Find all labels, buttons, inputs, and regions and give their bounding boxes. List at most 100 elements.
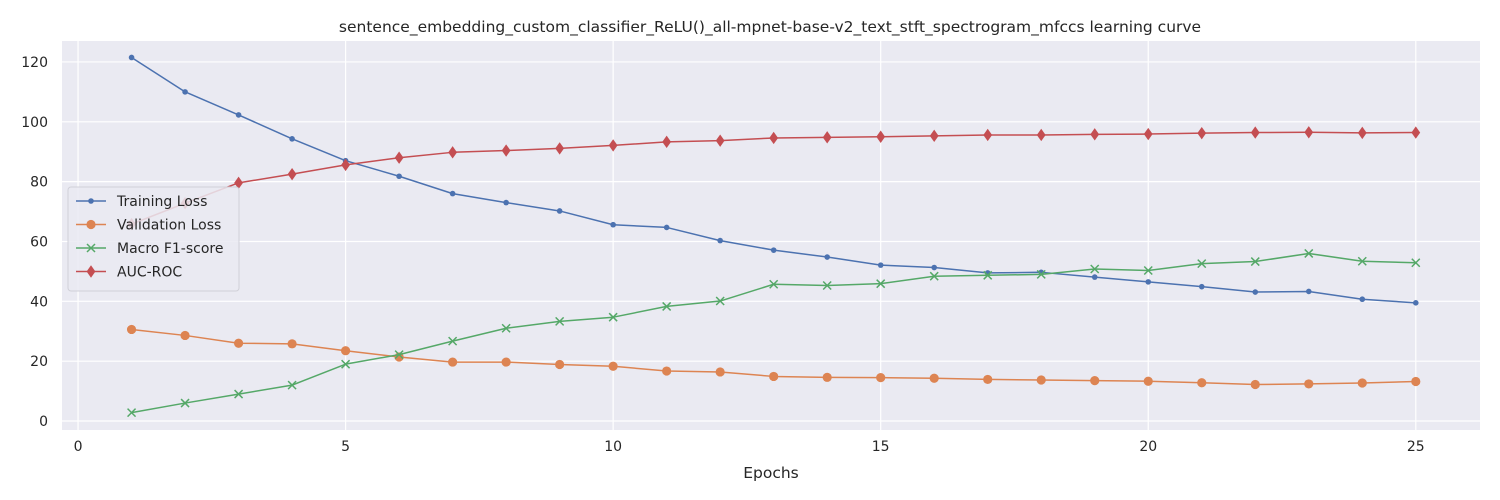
legend-marker-auc-roc [86, 265, 96, 278]
data-point-macro-f1-score [341, 359, 351, 369]
data-point-auc-roc [1357, 126, 1367, 140]
data-point-auc-roc [341, 158, 350, 172]
data-point-auc-roc [1197, 126, 1207, 140]
x-tick-label: 15 [872, 439, 890, 455]
series-auc-roc [127, 126, 1421, 231]
x-tick-label: 20 [1139, 439, 1157, 455]
data-point-training-loss [128, 54, 135, 61]
data-point-auc-roc [1090, 128, 1100, 141]
y-tick-label: 0 [39, 414, 48, 430]
data-point-auc-roc [983, 128, 993, 142]
data-point-training-loss [610, 221, 616, 228]
data-point-auc-roc [769, 131, 779, 145]
data-point-auc-roc [1304, 126, 1314, 139]
x-axis-label: Epochs [743, 464, 799, 482]
legend-marker-validation-loss [86, 219, 96, 230]
data-point-macro-f1-score [555, 316, 565, 326]
data-point-macro-f1-score [662, 301, 672, 311]
data-point-training-loss [289, 136, 295, 142]
x-tick-label: 10 [604, 439, 622, 455]
data-point-training-loss [235, 112, 242, 118]
data-point-validation-loss [822, 372, 832, 382]
data-point-auc-roc [608, 139, 618, 152]
data-point-auc-roc [1143, 127, 1153, 141]
data-point-validation-loss [233, 338, 244, 348]
data-point-training-loss [1252, 289, 1259, 295]
y-tick-label: 20 [30, 354, 48, 370]
data-point-macro-f1-score [1304, 248, 1314, 258]
x-tick-label: 0 [74, 439, 83, 455]
data-point-training-loss [1091, 274, 1098, 280]
legend-label-training-loss: Training Loss [116, 194, 207, 210]
plot-area [62, 41, 1480, 430]
legend-box [67, 186, 240, 292]
data-point-validation-loss [180, 330, 190, 341]
data-point-auc-roc [394, 151, 404, 164]
data-point-macro-f1-score [287, 380, 297, 390]
data-point-validation-loss [662, 366, 672, 376]
data-point-training-loss [1305, 288, 1312, 295]
legend-label-auc-roc: AUC-ROC [117, 265, 182, 281]
x-axis-ticks: 0 5 10 15 20 25 [74, 439, 1425, 455]
data-point-auc-roc [822, 131, 832, 144]
y-tick-label: 40 [30, 294, 48, 310]
data-point-validation-loss [1197, 378, 1207, 388]
data-point-macro-f1-score [715, 296, 725, 306]
series-validation-loss [126, 324, 1421, 390]
data-point-auc-roc [715, 134, 725, 147]
data-point-validation-loss [929, 373, 939, 383]
data-point-auc-roc [555, 142, 565, 155]
data-point-validation-loss [287, 339, 297, 349]
data-point-validation-loss [555, 359, 565, 370]
data-point-macro-f1-score [983, 270, 993, 280]
data-point-auc-roc [234, 176, 243, 190]
legend-label-validation-loss: Validation Loss [117, 218, 221, 234]
legend-marker-macro-f1-score [86, 243, 96, 253]
data-point-validation-loss [1250, 379, 1260, 390]
x-tick-label: 25 [1407, 439, 1425, 455]
data-point-auc-roc [1411, 126, 1421, 139]
y-tick-label: 120 [21, 55, 48, 71]
data-point-validation-loss [715, 367, 725, 377]
data-point-validation-loss [126, 324, 137, 335]
data-point-macro-f1-score [1250, 257, 1260, 267]
data-point-training-loss [449, 190, 456, 197]
data-point-training-loss [182, 89, 188, 95]
data-point-auc-roc [1250, 126, 1260, 139]
data-point-training-loss [770, 247, 777, 253]
data-point-validation-loss [1357, 378, 1367, 388]
data-point-macro-f1-score [234, 389, 244, 399]
data-point-macro-f1-score [180, 398, 190, 408]
data-point-validation-loss [608, 361, 618, 371]
data-point-validation-loss [1143, 376, 1153, 386]
data-point-auc-roc [501, 144, 511, 157]
data-point-training-loss [931, 264, 938, 271]
legend-marker-training-loss [88, 198, 94, 204]
data-point-macro-f1-score [876, 279, 886, 289]
data-point-macro-f1-score [769, 279, 779, 289]
data-point-macro-f1-score [929, 271, 939, 281]
data-point-training-loss [396, 173, 402, 180]
data-point-training-loss [1198, 283, 1205, 290]
data-point-validation-loss [1411, 376, 1421, 387]
data-point-auc-roc [1036, 128, 1046, 142]
legend: Training Loss Validation Loss Macro F1-sco… [67, 186, 240, 292]
y-tick-label: 60 [30, 234, 48, 250]
data-point-validation-loss [983, 374, 993, 385]
data-point-macro-f1-score [501, 323, 511, 333]
data-point-auc-roc [662, 135, 672, 149]
chart-title: sentence_embedding_custom_classifier_ReL… [339, 18, 1201, 37]
data-point-training-loss [1145, 279, 1152, 285]
series-layer [126, 54, 1421, 418]
data-point-macro-f1-score [448, 336, 458, 346]
data-point-macro-f1-score [1143, 265, 1153, 276]
data-point-training-loss [663, 224, 670, 231]
data-point-validation-loss [341, 346, 351, 356]
data-point-macro-f1-score [1411, 258, 1421, 268]
data-point-macro-f1-score [127, 408, 137, 418]
data-point-macro-f1-score [608, 312, 618, 322]
legend-label-macro-f1-score: Macro F1-score [117, 241, 223, 257]
data-point-macro-f1-score [394, 350, 404, 360]
data-point-macro-f1-score [1090, 264, 1100, 274]
